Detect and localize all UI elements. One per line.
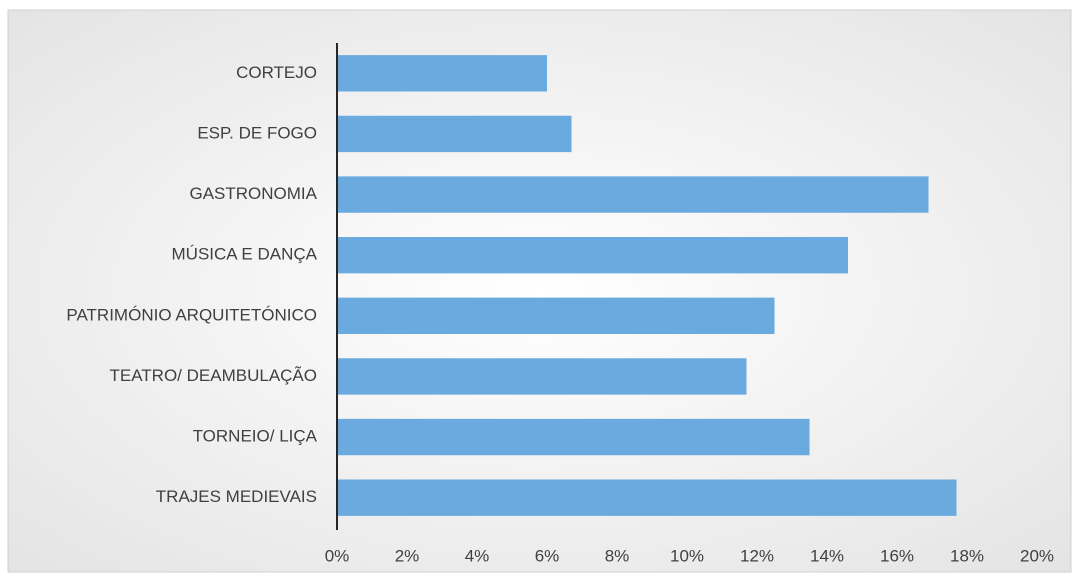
y-tick-label: TRAJES MEDIEVAIS (156, 487, 317, 506)
x-tick-label: 4% (465, 546, 490, 565)
x-tick-label: 6% (535, 546, 560, 565)
y-tick-label: CORTEJO (236, 63, 317, 82)
x-tick-label: 12% (740, 546, 774, 565)
bar (337, 55, 547, 92)
x-tick-label: 20% (1020, 546, 1054, 565)
x-tick-label: 2% (395, 546, 420, 565)
x-tick-label: 16% (880, 546, 914, 565)
bar (337, 237, 848, 274)
chart-area (7, 9, 1072, 573)
x-tick-label: 14% (810, 546, 844, 565)
y-tick-label: ESP. DE FOGO (197, 123, 317, 142)
y-tick-label: PATRIMÓNIO ARQUITETÓNICO (66, 305, 317, 324)
bar (337, 297, 775, 334)
y-tick-label: MÚSICA E DANÇA (172, 245, 318, 264)
bar (337, 358, 747, 395)
y-tick-label: TEATRO/ DEAMBULAÇÃO (110, 366, 318, 385)
x-tick-label: 10% (670, 546, 704, 565)
bar (337, 176, 929, 213)
bar (337, 115, 572, 153)
y-tick-label: GASTRONOMIA (189, 184, 317, 203)
bar (337, 479, 957, 516)
y-tick-label: TORNEIO/ LIÇA (193, 427, 318, 446)
x-tick-label: 8% (605, 546, 630, 565)
bar (337, 418, 810, 456)
x-tick-label: 0% (325, 546, 350, 565)
x-tick-label: 18% (950, 546, 984, 565)
